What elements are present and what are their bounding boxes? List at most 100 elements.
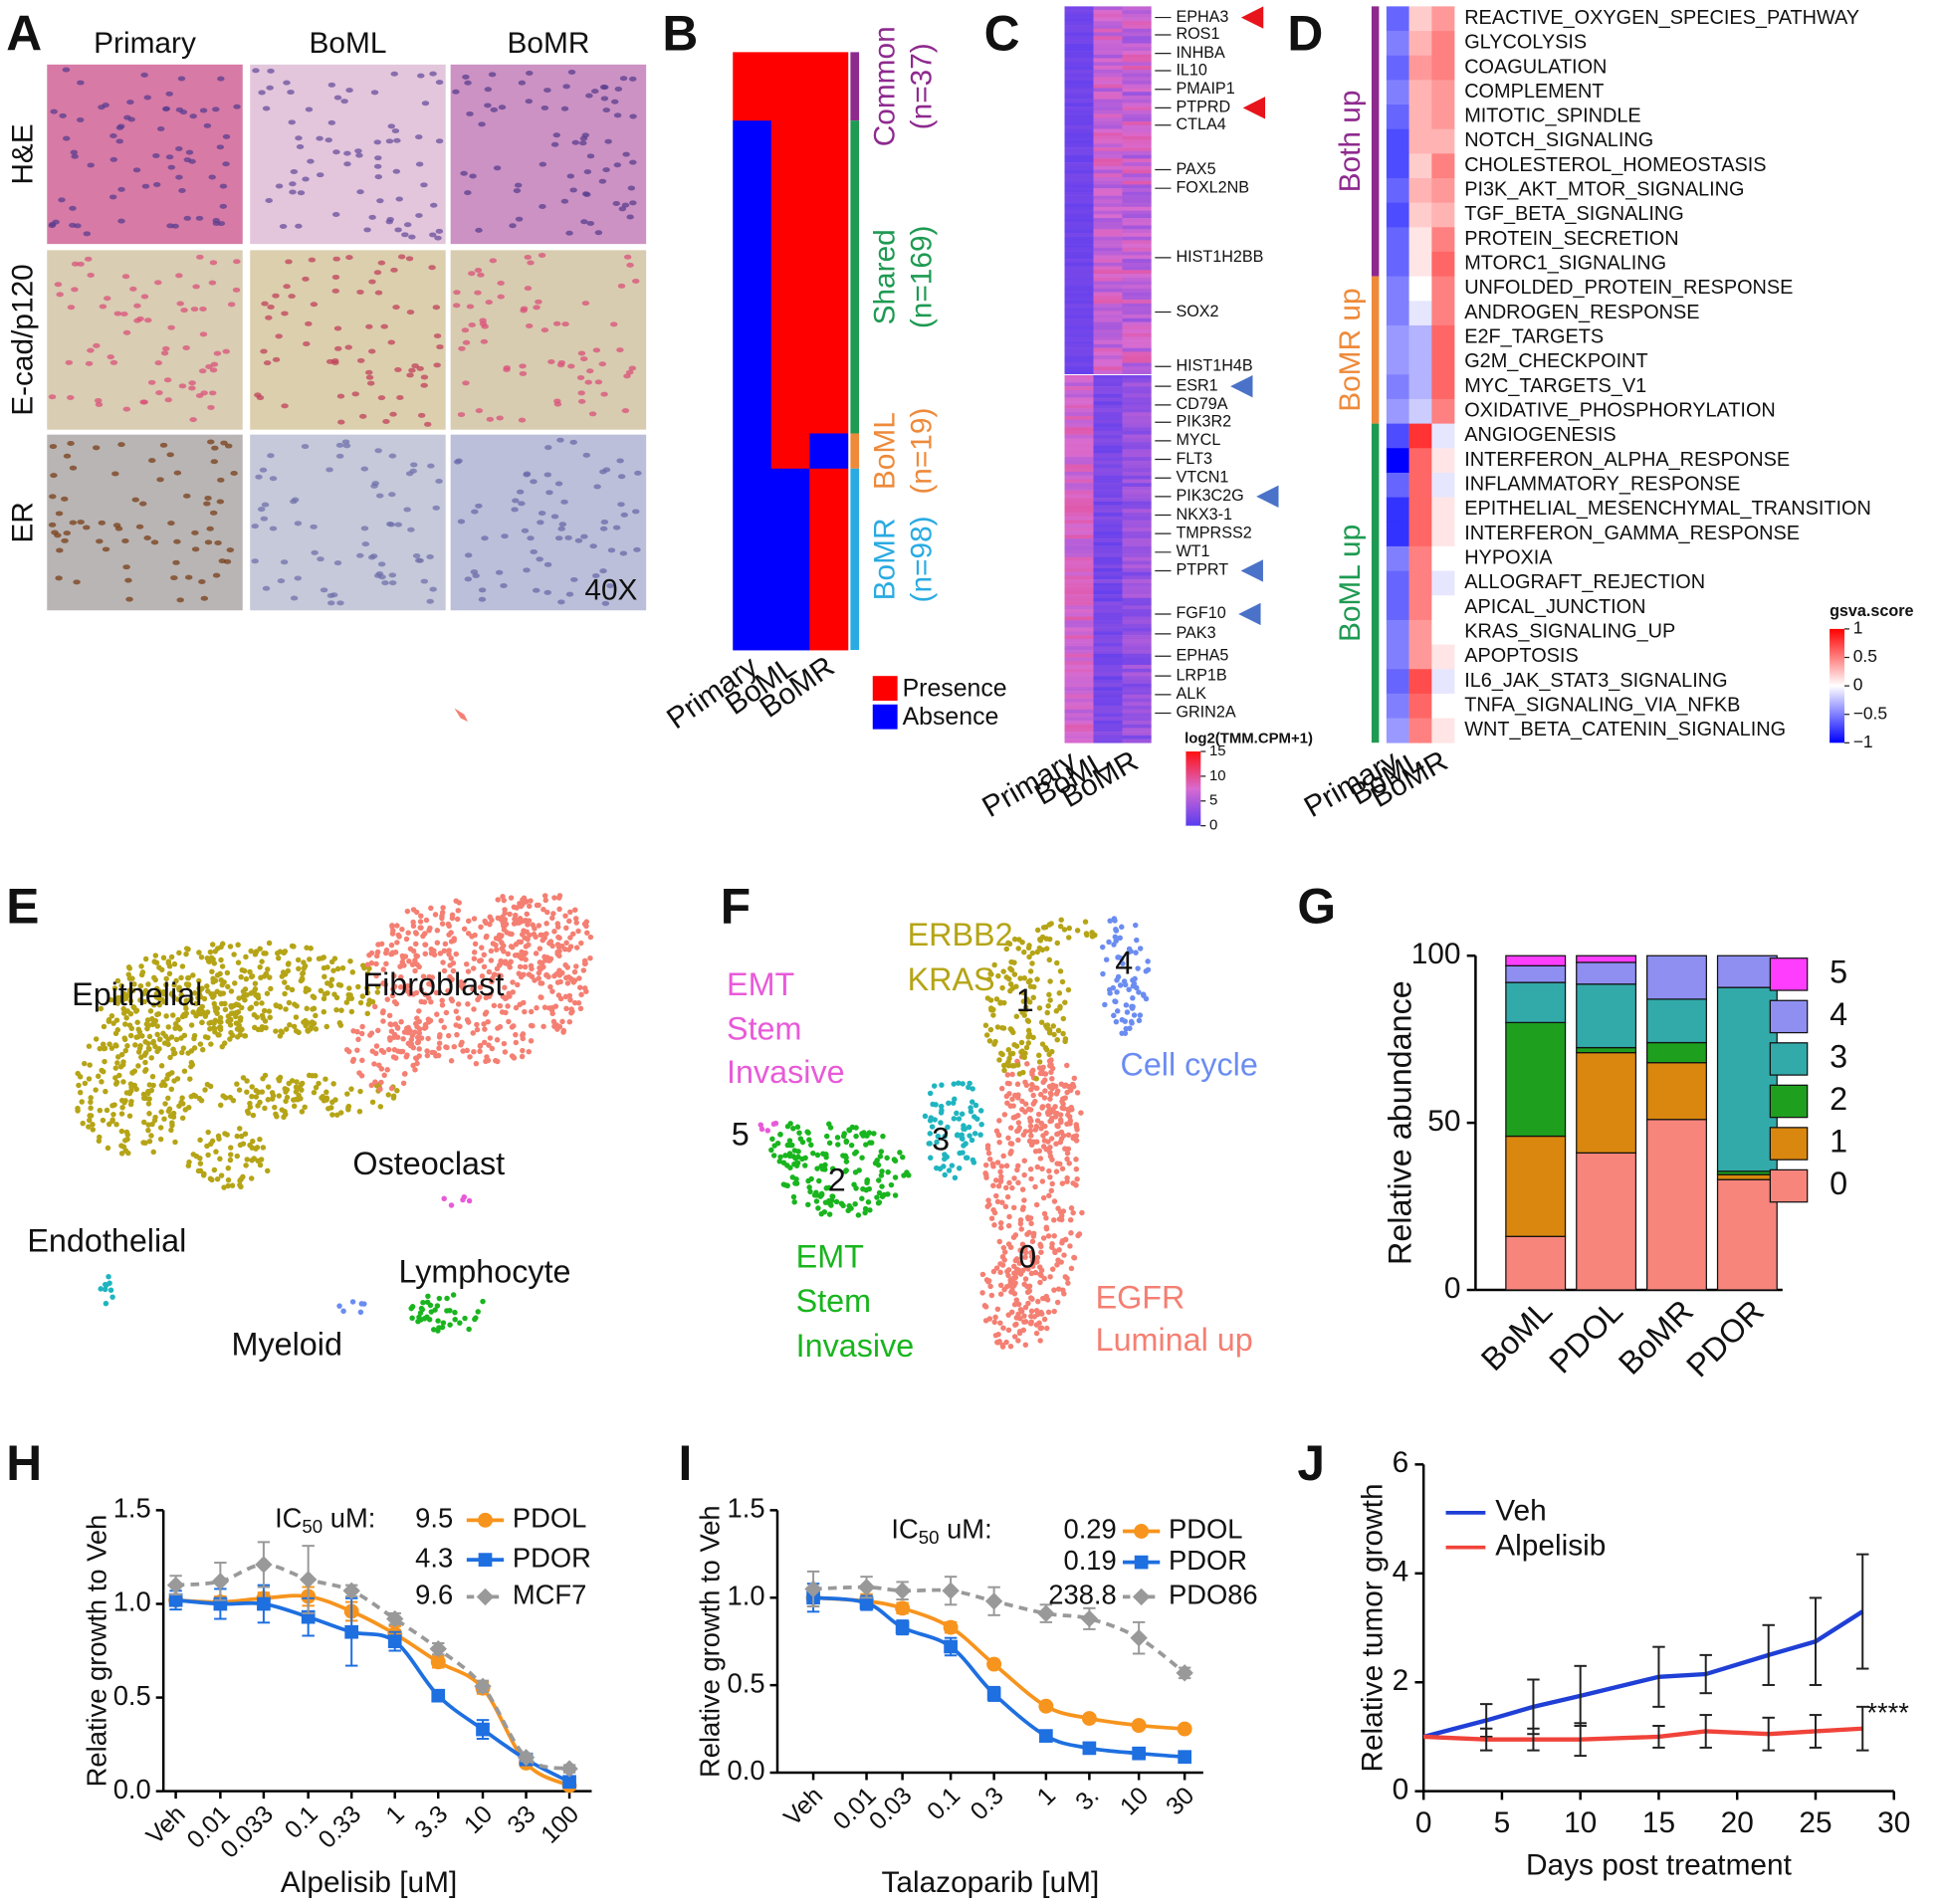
cell-point	[453, 951, 459, 957]
cell-point	[121, 990, 127, 997]
cell-nucleus	[337, 419, 345, 425]
cell-point	[1055, 1286, 1062, 1292]
colorbar-tick-label: 15	[1209, 742, 1226, 759]
cell-nucleus	[217, 477, 225, 483]
cell-nucleus	[62, 67, 71, 73]
cell-point	[826, 1211, 833, 1217]
cell-point	[248, 1004, 255, 1011]
cell-point	[532, 977, 538, 983]
y-tick-label: 50	[1427, 1105, 1460, 1138]
cell-point	[1021, 975, 1027, 981]
cell-nucleus	[558, 522, 567, 528]
heatmap-stripe	[1093, 307, 1123, 312]
cell-point	[567, 997, 573, 1003]
cell-point	[416, 1008, 422, 1014]
cell-point	[134, 1019, 140, 1025]
heatmap-stripe	[1064, 545, 1094, 550]
cell-nucleus	[56, 292, 64, 298]
cell-nucleus	[135, 524, 144, 529]
cell-point	[471, 955, 478, 961]
cell-point	[228, 988, 235, 994]
cell-point	[1047, 1149, 1053, 1156]
heatmap-stripe	[1093, 545, 1123, 550]
cell-point	[784, 1142, 791, 1149]
heatmap-stripe	[1122, 564, 1152, 569]
cell-point	[427, 925, 433, 932]
cell-point	[369, 1099, 376, 1106]
cell-nucleus	[148, 458, 156, 464]
heatmap-stripe	[1064, 255, 1094, 260]
cell-point	[556, 906, 562, 913]
cell-point	[575, 928, 581, 935]
cell-point	[434, 928, 441, 934]
heatmap-stripe	[1093, 638, 1123, 643]
cell-point	[483, 1009, 490, 1015]
heatmap-stripe	[1093, 560, 1123, 565]
cell-point	[391, 1034, 397, 1040]
cell-point	[522, 918, 528, 924]
cell-nucleus	[588, 411, 597, 417]
legend-label: PDOR	[1169, 1545, 1247, 1576]
cell-point	[483, 934, 490, 941]
cell-point	[1039, 947, 1046, 953]
cell-point	[448, 996, 455, 1002]
gene-label: TMPRSS2	[1176, 524, 1251, 541]
cell-point	[526, 1048, 532, 1055]
cell-point	[758, 1126, 765, 1133]
cell-point	[368, 1082, 375, 1089]
cell-point	[364, 1010, 370, 1017]
ic50-title-suffix: uM:	[939, 1514, 991, 1545]
cell-nucleus	[520, 308, 528, 314]
heatmap-stripe	[1064, 676, 1094, 681]
heatmap-stripe	[1064, 73, 1094, 78]
cell-nucleus	[275, 183, 284, 189]
heatmap-cell	[1408, 31, 1432, 57]
heatmap-cell	[1408, 276, 1432, 302]
cell-point	[521, 971, 527, 977]
cell-point	[359, 1057, 365, 1064]
cell-point	[479, 972, 486, 979]
heatmap-stripe	[1093, 445, 1123, 450]
cell-point	[102, 1286, 108, 1293]
gene-arrow	[1242, 97, 1266, 119]
cell-nucleus	[342, 443, 351, 449]
cell-point	[236, 1022, 243, 1029]
heatmap-stripe	[1093, 292, 1123, 297]
cell-nucleus	[336, 393, 345, 399]
heatmap-stripe	[1093, 509, 1123, 514]
cell-point	[243, 953, 249, 960]
heatmap-stripe	[1122, 509, 1152, 514]
cell-nucleus	[374, 155, 382, 161]
cell-nucleus	[375, 493, 384, 499]
cell-point	[1048, 1187, 1055, 1194]
cell-point	[1028, 1270, 1035, 1277]
cell-point	[1009, 1063, 1015, 1069]
heatmap-stripe	[1122, 664, 1152, 669]
pathway-label: PI3K_AKT_MTOR_SIGNALING	[1464, 179, 1744, 201]
cell-point	[1009, 1184, 1015, 1191]
cell-nucleus	[557, 359, 566, 365]
heatmap-cell	[809, 433, 849, 470]
heatmap-stripe	[1093, 184, 1123, 189]
cell-nucleus	[629, 200, 637, 206]
cell-point	[409, 961, 416, 967]
cell-nucleus	[291, 497, 300, 503]
cell-point	[1073, 1157, 1079, 1163]
cluster-annotation: Invasive	[796, 1328, 915, 1364]
cell-nucleus	[133, 303, 141, 309]
cell-point	[188, 1022, 195, 1028]
heatmap-stripe	[1122, 694, 1152, 699]
cell-point	[183, 981, 190, 987]
cell-nucleus	[173, 470, 182, 476]
cell-point	[1010, 1204, 1017, 1211]
cell-nucleus	[61, 496, 69, 502]
cell-nucleus	[613, 162, 622, 168]
cell-point	[843, 1159, 850, 1164]
cell-point	[181, 1032, 188, 1039]
heatmap-cell	[1408, 423, 1432, 449]
cell-point	[1110, 984, 1117, 991]
cell-point	[797, 1136, 804, 1142]
cell-nucleus	[356, 290, 364, 296]
cell-nucleus	[466, 110, 474, 116]
cell-point	[1059, 1165, 1066, 1171]
